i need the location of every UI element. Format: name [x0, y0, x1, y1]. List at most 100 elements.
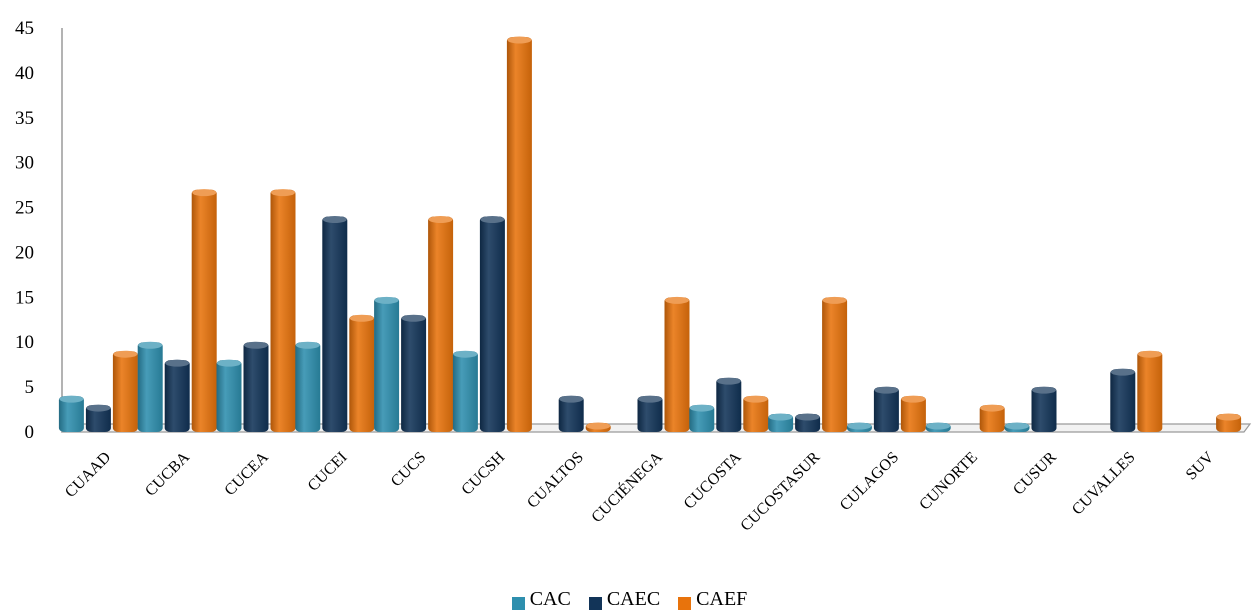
bar-caef-cualtos	[585, 422, 611, 432]
bar-body	[137, 342, 163, 432]
bar-top	[192, 189, 217, 197]
legend-label: CAEF	[696, 588, 748, 610]
bar-body	[374, 297, 400, 432]
bar-body	[216, 360, 242, 432]
category-label: CUNORTE	[916, 449, 981, 514]
category-label: CUSUR	[1010, 449, 1060, 499]
bar-body	[979, 405, 1005, 432]
category-label: CULAGOS	[837, 449, 902, 514]
bar-caec-cucs	[401, 314, 427, 432]
bar-top	[401, 314, 426, 322]
bar-caef-cucei	[349, 314, 375, 432]
bar-top	[980, 404, 1005, 412]
bar-caec-cucosta	[716, 377, 742, 432]
bar-top	[271, 189, 295, 197]
bar-caef-cuaad	[112, 350, 138, 432]
bar-body	[349, 315, 375, 432]
category-label: CUCOSTA	[681, 448, 745, 512]
bar-cac-cucostasur	[768, 413, 794, 432]
y-tick-label: 15	[15, 287, 34, 308]
bar-cac-cucs	[374, 296, 400, 432]
bar-caec-cucei	[322, 216, 348, 432]
bar-caec-cusur	[1031, 386, 1057, 432]
bar-body	[1031, 387, 1057, 432]
category-label: CUCOSTASUR	[737, 449, 823, 535]
category-labels: CUAAD CUCBA CUCEA CUCEI CUCS CUCSH CUALTOS CUCI…	[62, 447, 1218, 535]
bar-body	[322, 216, 348, 432]
bar-body	[822, 297, 848, 432]
bar-caec-cucsh	[479, 216, 505, 432]
bar-body	[637, 396, 663, 432]
bar-cac-cucei	[295, 341, 321, 432]
bar-caec-cucba	[164, 359, 190, 432]
bar-body	[191, 189, 217, 432]
bar-top	[1110, 368, 1135, 376]
y-tick-label: 40	[15, 63, 34, 84]
bar-top	[768, 413, 793, 421]
legend-item-caef: CAEF	[678, 588, 747, 611]
bar-top	[217, 359, 241, 367]
bar-caec-cuaad	[85, 404, 111, 432]
bar-top	[138, 341, 163, 349]
legend-label: CAC	[529, 588, 571, 610]
bar-caef-cucba	[191, 189, 217, 432]
bars	[58, 36, 1242, 432]
bar-top	[638, 395, 662, 403]
category-label: CUCSH	[458, 448, 508, 498]
legend-item-cac: CAC	[511, 588, 571, 611]
legend: CAC CAEC CAEF	[0, 588, 1259, 611]
legend-swatch	[588, 596, 602, 610]
bar-body	[428, 216, 454, 432]
bar-top	[716, 377, 741, 385]
bar-body	[58, 396, 84, 432]
bar-cac-cucsh	[452, 350, 478, 432]
bar-top	[244, 341, 268, 349]
bar-top	[586, 422, 611, 430]
bar-top	[165, 359, 190, 367]
y-tick-labels: 0 5 10 15 20 25 30 35 40 45	[15, 18, 34, 443]
bar-caec-cuciénega	[637, 395, 663, 432]
legend-swatch	[511, 596, 525, 610]
bar-top	[374, 296, 399, 304]
bar-top	[847, 422, 872, 430]
bar-body	[295, 342, 321, 432]
bar-top	[743, 395, 768, 403]
bar-top	[507, 36, 532, 44]
bar-cac-cusur	[1004, 422, 1030, 432]
bar-caec-cualtos	[558, 395, 584, 432]
bar-body	[479, 216, 505, 432]
bar-caec-cucostasur	[795, 413, 821, 432]
bar-top	[1137, 350, 1162, 358]
bar-top	[1216, 413, 1241, 421]
bar-cac-cunorte	[925, 422, 951, 432]
bar-body	[1110, 369, 1136, 432]
bar-top	[322, 216, 347, 224]
bar-caef-cucea	[270, 189, 296, 432]
y-tick-label: 10	[15, 332, 34, 353]
bar-body	[85, 405, 111, 432]
bar-top	[59, 395, 84, 403]
bar-top	[559, 395, 584, 403]
bar-caef-cuvalles	[1137, 350, 1163, 432]
bar-caef-cunorte	[979, 404, 1005, 432]
bar-body	[664, 297, 690, 432]
bar-top	[1032, 386, 1056, 394]
category-label: CUCEI	[305, 449, 351, 495]
bar-body	[716, 378, 742, 432]
category-label: CUCEA	[221, 448, 272, 499]
bar-caef-cucs	[428, 216, 454, 432]
bar-top	[349, 314, 374, 322]
bar-top	[428, 216, 453, 224]
bar-top	[874, 386, 899, 394]
bar-top	[665, 296, 689, 304]
bar-body	[900, 396, 926, 432]
bar-top	[795, 413, 820, 421]
bar-top	[689, 404, 714, 412]
bar-top	[480, 216, 505, 224]
bar-caef-suv	[1216, 413, 1242, 432]
bar-body	[506, 36, 532, 432]
bar-body	[401, 315, 427, 432]
bar-caef-cuciénega	[664, 296, 690, 432]
